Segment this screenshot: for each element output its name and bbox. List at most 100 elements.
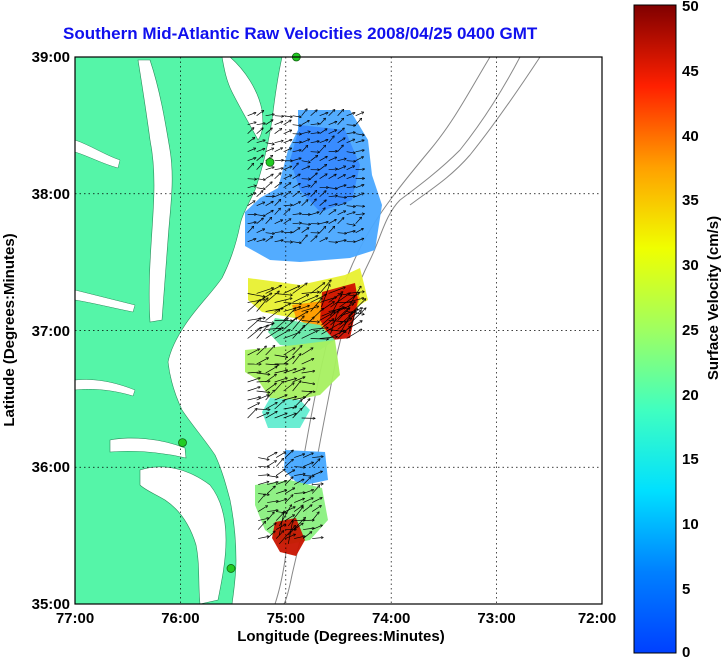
velocity-vector: [355, 229, 363, 234]
velocity-vector: [274, 304, 291, 312]
velocity-vector: [292, 409, 302, 419]
y-tick-label: 38:00: [32, 186, 70, 203]
colorbar-tick: 5: [682, 581, 690, 598]
velocity-vector: [355, 140, 364, 144]
velocity-vector: [355, 214, 364, 215]
velocity-vector: [267, 475, 278, 478]
velocity-vector: [258, 518, 268, 521]
velocity-vector: [310, 173, 317, 179]
velocity-vector: [265, 364, 279, 365]
velocity-vector: [274, 183, 282, 188]
velocity-vector: [265, 233, 274, 234]
velocity-vector: [337, 118, 344, 125]
colorbar-tick: 20: [682, 387, 699, 404]
colorbar-gradient: [633, 4, 677, 654]
velocity-vector: [319, 337, 337, 339]
velocity-vector: [283, 130, 292, 135]
colorbar-label: Surface Velocity (cm/s): [705, 216, 722, 380]
velocity-vector: [247, 227, 254, 233]
velocity-vector: [274, 370, 288, 374]
velocity-vector: [247, 179, 256, 180]
velocity-vector: [319, 129, 327, 134]
velocity-vector: [312, 537, 323, 538]
y-tick-label: 36:00: [32, 459, 70, 476]
velocity-vector: [292, 202, 301, 207]
velocity-vector: [310, 295, 327, 303]
velocity-vector: [285, 470, 294, 476]
velocity-vector: [310, 181, 317, 188]
velocity-vector: [283, 209, 290, 215]
velocity-vector: [328, 242, 337, 243]
velocity-vector: [292, 377, 305, 383]
velocity-vector: [355, 193, 364, 198]
velocity-vector: [283, 116, 292, 117]
velocity-vector: [292, 213, 301, 214]
velocity-vector: [292, 150, 301, 153]
velocity-vector: [301, 391, 312, 401]
velocity-vector: [355, 157, 364, 162]
velocity-vector: [265, 390, 275, 401]
velocity-vector: [288, 518, 305, 536]
velocity-vector: [275, 452, 285, 458]
velocity-vector: [301, 399, 310, 410]
velocity-vector: [247, 122, 256, 126]
velocity-vector: [301, 146, 308, 152]
velocity-vector: [256, 395, 269, 401]
velocity-vector: [284, 450, 293, 458]
velocity-vector: [274, 208, 281, 215]
velocity-vector: [278, 511, 284, 536]
velocity-vector: [267, 510, 278, 512]
velocity-vector: [321, 322, 342, 335]
y-axis-label: Latitude (Degrees:Minutes): [1, 233, 18, 426]
velocity-vector: [283, 120, 291, 125]
velocity-vector: [287, 507, 303, 527]
colorbar-tick: 25: [682, 322, 699, 339]
velocity-vector: [319, 227, 326, 233]
southern-blue-patch: [284, 450, 328, 486]
velocity-vector: [330, 309, 348, 326]
velocity-vector: [247, 164, 254, 170]
velocity-vector: [292, 312, 308, 321]
velocity-vector: [256, 298, 268, 312]
velocity-vector: [285, 507, 295, 512]
velocity-vector: [301, 359, 314, 365]
velocity-vector: [337, 110, 344, 116]
velocity-vector: [292, 242, 301, 243]
velocity-vector: [355, 119, 362, 125]
velocity-vector: [319, 280, 331, 294]
velocity-vector: [283, 307, 301, 312]
velocity-vector: [274, 148, 283, 153]
velocity-vector: [283, 219, 291, 224]
velocity-vector: [292, 158, 301, 162]
velocity-vector: [337, 185, 346, 189]
velocity-vector: [267, 501, 278, 503]
velocity-vector: [283, 348, 295, 356]
velocity-vector: [294, 467, 305, 468]
velocity-vector: [283, 205, 292, 206]
velocity-vector: [292, 368, 305, 374]
velocity-vector: [346, 206, 355, 207]
velocity-vector: [292, 354, 301, 365]
velocity-vector: [266, 531, 275, 539]
velocity-vector: [301, 306, 319, 312]
velocity-vector: [346, 166, 355, 171]
velocity-vector: [256, 409, 270, 410]
velocity-vector: [292, 125, 301, 126]
velocity-vector: [310, 298, 322, 312]
velocity-vector: [293, 523, 303, 530]
velocity-vector: [310, 212, 319, 216]
velocity-vector: [247, 186, 256, 189]
velocity-vector: [292, 174, 300, 179]
velocity-vector: [275, 513, 283, 521]
colorbar-tick: 35: [682, 192, 699, 209]
velocity-vector: [319, 174, 327, 179]
velocity-vector: [265, 148, 274, 153]
x-tick-label: 76:00: [161, 610, 199, 627]
y-tick-label: 35:00: [32, 596, 70, 613]
velocity-vector: [346, 132, 355, 133]
velocity-vector: [310, 124, 319, 125]
velocity-vector: [312, 498, 322, 503]
chesapeake-bay: [137, 59, 173, 323]
velocity-vector: [292, 142, 301, 143]
velocity-vector: [319, 140, 328, 144]
